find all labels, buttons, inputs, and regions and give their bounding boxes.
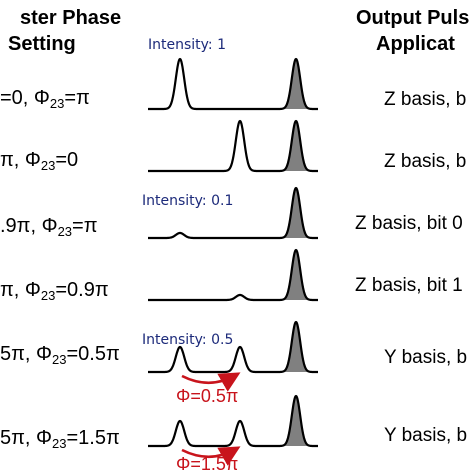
output-row-5: Y basis, b [384, 347, 468, 368]
phase-setting-row-2: π, Φ23=0 [0, 149, 79, 173]
intensity-label-row-1: Intensity: 1 [148, 37, 226, 53]
output-row-4: Z basis, bit 1 [355, 275, 463, 296]
left-header-line1: ster Phase [20, 7, 122, 29]
output-row-6: Y basis, b [384, 425, 468, 446]
phase-setting-row-4: π, Φ23=0.9π [0, 279, 109, 303]
intensity-label-row-3: Intensity: 0.1 [142, 193, 234, 209]
phase-difference-label-row-5: Φ=0.5π [176, 386, 239, 406]
pulse-trace-row-2 [147, 119, 319, 173]
phase-arrow-row-6 [181, 446, 241, 466]
reference-pulse-row-5 [282, 322, 310, 372]
output-row-2: Z basis, b [384, 151, 467, 172]
phase-setting-row-3: .9π, Φ23=π [0, 215, 98, 239]
left-header-line2: Setting [8, 33, 76, 55]
pulse-trace-row-6 [147, 394, 319, 448]
pulse-trace-row-3 [147, 186, 319, 240]
pulse-trace-row-5 [147, 320, 319, 374]
reference-pulse-row-4 [282, 250, 310, 300]
reference-pulse-row-6 [282, 396, 310, 446]
phase-setting-row-5: 5π, Φ23=0.5π [0, 343, 120, 367]
phase-arrow-row-5 [181, 372, 241, 392]
right-header-line1: Output Puls [356, 7, 470, 29]
reference-pulse-row-2 [282, 121, 310, 171]
right-header-line2: Applicat [376, 33, 455, 55]
intensity-label-row-5: Intensity: 0.5 [142, 332, 234, 348]
phase-difference-label-row-6: Φ=1.5π [176, 454, 239, 474]
pulse-trace-row-4 [147, 248, 319, 302]
output-row-1: Z basis, b [384, 89, 467, 110]
phase-setting-row-6: 5π, Φ23=1.5π [0, 427, 120, 451]
phase-setting-row-1: =0, Φ23=π [0, 87, 90, 111]
reference-pulse-row-1 [282, 59, 310, 109]
pulse-trace-row-1 [147, 57, 319, 111]
output-row-3: Z basis, bit 0 [355, 213, 463, 234]
reference-pulse-row-3 [282, 188, 310, 238]
